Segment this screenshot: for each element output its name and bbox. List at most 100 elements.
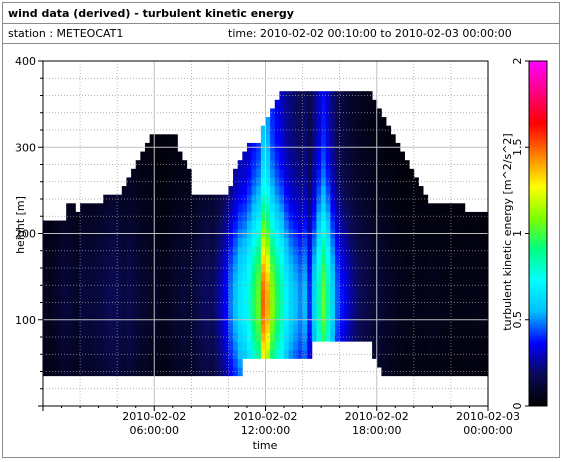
heatmap-cell (84, 211, 90, 221)
heatmap-cell (246, 298, 252, 308)
heatmap-cell (353, 151, 359, 161)
heatmap-cell (126, 263, 132, 273)
heatmap-cell (237, 211, 243, 221)
heatmap-cell (233, 272, 239, 282)
heatmap-cell (107, 255, 113, 264)
heatmap-cell (413, 367, 419, 377)
heatmap-cell (274, 151, 280, 161)
heatmap-cell (418, 194, 424, 204)
heatmap-cell (409, 367, 415, 377)
heatmap-cell (297, 160, 303, 170)
heatmap-cell (409, 306, 415, 316)
heatmap-cell (381, 246, 387, 256)
heatmap-cell (195, 349, 202, 359)
y-tick-label: 400 (15, 55, 36, 68)
heatmap-cell (149, 306, 155, 316)
heatmap-cell (66, 332, 72, 342)
heatmap-cell (330, 298, 336, 308)
heatmap-cell (284, 186, 290, 195)
heatmap-cell (279, 280, 285, 290)
heatmap-cell (464, 289, 470, 299)
heatmap-cell (409, 246, 415, 256)
heatmap-cell (144, 306, 151, 316)
heatmap-cell (404, 194, 410, 204)
heatmap-cell (186, 289, 192, 299)
heatmap-cell (93, 263, 100, 273)
heatmap-cell (75, 237, 81, 247)
heatmap-cell (358, 125, 364, 135)
heatmap-cell (311, 289, 317, 299)
heatmap-cell (423, 298, 429, 308)
heatmap-cell (186, 263, 192, 273)
heatmap-cell (413, 324, 419, 333)
heatmap-cell (233, 324, 239, 333)
heatmap-cell (144, 194, 151, 204)
heatmap-cell (307, 91, 313, 101)
heatmap-cell (399, 255, 405, 264)
heatmap-cell (89, 358, 95, 368)
heatmap-cell (265, 117, 271, 126)
heatmap-cell (450, 298, 456, 308)
heatmap-cell (80, 341, 86, 351)
heatmap-cell (172, 289, 178, 299)
heatmap-cell (242, 237, 248, 247)
heatmap-cell (274, 255, 280, 264)
heatmap-cell (154, 289, 160, 299)
heatmap-cell (66, 306, 72, 316)
heatmap-cell (409, 272, 415, 282)
heatmap-cell (140, 255, 146, 264)
heatmap-cell (121, 272, 127, 282)
heatmap-cell (390, 177, 396, 187)
heatmap-cell (158, 237, 164, 247)
heatmap-cell (418, 349, 424, 359)
heatmap-cell (195, 367, 202, 377)
heatmap-cell (256, 203, 262, 213)
heatmap-cell (483, 246, 489, 256)
heatmap-cell (163, 237, 169, 247)
heatmap-cell (149, 298, 155, 308)
heatmap-cell (437, 341, 443, 351)
heatmap-cell (70, 255, 76, 264)
heatmap-cell (61, 324, 67, 333)
heatmap-cell (274, 237, 280, 247)
heatmap-cell (270, 160, 276, 170)
heatmap-cell (135, 246, 141, 256)
heatmap-cell (358, 194, 364, 204)
heatmap-cell (362, 186, 368, 195)
heatmap-cell (423, 237, 429, 247)
heatmap-cell (126, 341, 132, 351)
heatmap-cell (372, 211, 378, 221)
heatmap-cell (483, 306, 489, 316)
heatmap-cell (195, 203, 202, 213)
heatmap-cell (316, 151, 322, 161)
heatmap-cell (367, 220, 373, 230)
heatmap-cell (409, 168, 415, 178)
heatmap-cell (228, 341, 234, 351)
heatmap-cell (381, 298, 387, 308)
heatmap-cell (149, 203, 155, 213)
heatmap-cell (413, 289, 419, 299)
heatmap-cell (126, 289, 132, 299)
heatmap-cell (270, 177, 276, 187)
heatmap-cell (251, 263, 257, 273)
heatmap-cell (321, 324, 327, 333)
heatmap-cell (474, 289, 480, 299)
heatmap-cell (450, 306, 456, 316)
heatmap-cell (311, 263, 317, 273)
heatmap-cell (386, 186, 392, 195)
heatmap-cell (195, 211, 202, 221)
heatmap-cell (70, 289, 76, 299)
heatmap-cell (321, 246, 327, 256)
heatmap-cell (209, 211, 215, 221)
heatmap-cell (43, 349, 49, 359)
heatmap-cell (446, 255, 452, 264)
heatmap-cell (483, 272, 489, 282)
heatmap-cell (182, 220, 188, 230)
heatmap-cell (483, 324, 489, 333)
heatmap-cell (200, 358, 206, 368)
heatmap-cell (251, 211, 257, 221)
heatmap-cell (279, 306, 285, 316)
heatmap-cell (353, 211, 359, 221)
heatmap-cell (237, 298, 243, 308)
heatmap-cell (228, 186, 234, 195)
